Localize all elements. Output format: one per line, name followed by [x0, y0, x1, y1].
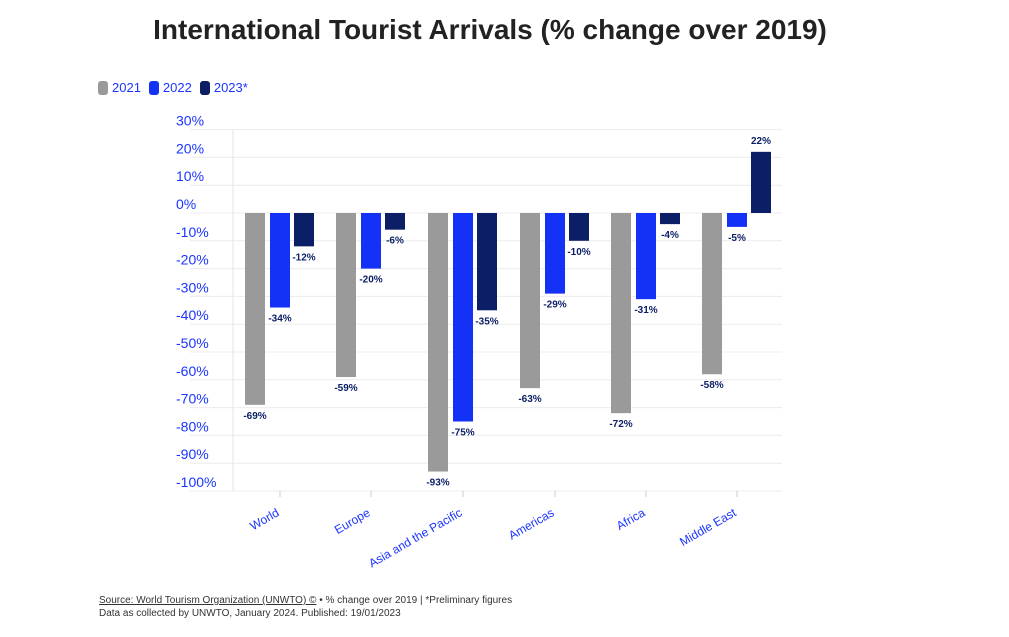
legend-label: 2023*: [213, 80, 248, 95]
bar-2023-asia-and-the-pacific: [477, 213, 497, 311]
data-label: -10%: [567, 247, 590, 258]
data-label: -4%: [661, 230, 679, 241]
data-note: Data as collected by UNWTO, January 2024…: [99, 608, 401, 619]
legend: 2021 2022 2023*: [98, 80, 248, 95]
data-label: -5%: [728, 233, 746, 244]
data-label: -58%: [700, 380, 723, 391]
y-tick-label: -70%: [176, 391, 209, 407]
bar-2023-middle-east: [751, 151, 771, 213]
bar-2021-africa: [611, 213, 631, 414]
data-label: 22%: [751, 136, 771, 147]
legend-item-2022[interactable]: 2022: [148, 80, 192, 95]
bar-2021-asia-and-the-pacific: [428, 213, 448, 472]
legend-item-2021[interactable]: 2021: [98, 80, 141, 95]
x-tick-label: Americas: [506, 505, 556, 542]
x-tick-label: Europe: [332, 505, 373, 537]
bar-2021-americas: [520, 213, 540, 389]
data-label: -34%: [268, 314, 291, 325]
bar-2023-africa: [660, 213, 680, 225]
data-label: -6%: [386, 236, 404, 247]
y-tick-label: 20%: [176, 140, 204, 156]
data-label: -72%: [609, 419, 632, 430]
x-tick-label: Middle East: [677, 505, 739, 549]
bar-2022-americas: [545, 213, 565, 294]
y-tick-label: -60%: [176, 363, 209, 379]
data-label: -63%: [518, 394, 541, 405]
chart-title: International Tourist Arrivals (% change…: [153, 14, 827, 45]
data-label: -35%: [475, 316, 498, 327]
y-tick-label: -90%: [176, 446, 209, 462]
bar-2021-europe: [336, 213, 356, 378]
bar-2022-africa: [636, 213, 656, 300]
bar-2021-middle-east: [702, 213, 722, 375]
legend-swatch: [148, 80, 159, 95]
bar-2022-asia-and-the-pacific: [453, 213, 473, 422]
bar-2022-middle-east: [727, 213, 747, 227]
source-link[interactable]: Source: World Tourism Organization (UNWT…: [99, 595, 317, 606]
bar-2023-world: [294, 213, 314, 247]
footer: Source: World Tourism Organization (UNWT…: [99, 594, 512, 620]
data-label: -20%: [359, 275, 382, 286]
data-label: -31%: [634, 305, 657, 316]
bar-2023-europe: [385, 213, 405, 230]
x-tick-label: World: [248, 505, 282, 533]
data-label: -93%: [426, 478, 449, 489]
data-label: -75%: [451, 428, 474, 439]
data-label: -12%: [292, 252, 315, 263]
legend-label: 2021: [112, 80, 141, 95]
y-tick-label: -20%: [176, 252, 209, 268]
y-tick-label: 0%: [176, 196, 196, 212]
x-tick-label: Asia and the Pacific: [366, 505, 464, 570]
data-label: -69%: [243, 411, 266, 422]
legend-label: 2022: [162, 80, 192, 95]
bar-2022-world: [270, 213, 290, 308]
y-tick-label: -30%: [176, 279, 209, 295]
y-tick-label: 30%: [176, 113, 204, 129]
legend-swatch: [98, 80, 108, 95]
bar-2021-world: [245, 213, 265, 405]
y-tick-label: 10%: [176, 168, 204, 184]
y-tick-label: -100%: [176, 474, 216, 490]
y-tick-label: -80%: [176, 418, 209, 434]
bar-2022-europe: [361, 213, 381, 269]
y-tick-label: -10%: [176, 224, 209, 240]
legend-item-2023[interactable]: 2023*: [199, 80, 248, 95]
y-tick-label: -50%: [176, 335, 209, 351]
x-tick-label: Africa: [614, 505, 648, 533]
bar-2023-americas: [569, 213, 589, 241]
source-note: • % change over 2019 | *Preliminary figu…: [316, 595, 513, 606]
y-tick-label: -40%: [176, 307, 209, 323]
legend-swatch: [199, 80, 210, 95]
data-label: -59%: [334, 383, 357, 394]
data-label: -29%: [543, 300, 566, 311]
